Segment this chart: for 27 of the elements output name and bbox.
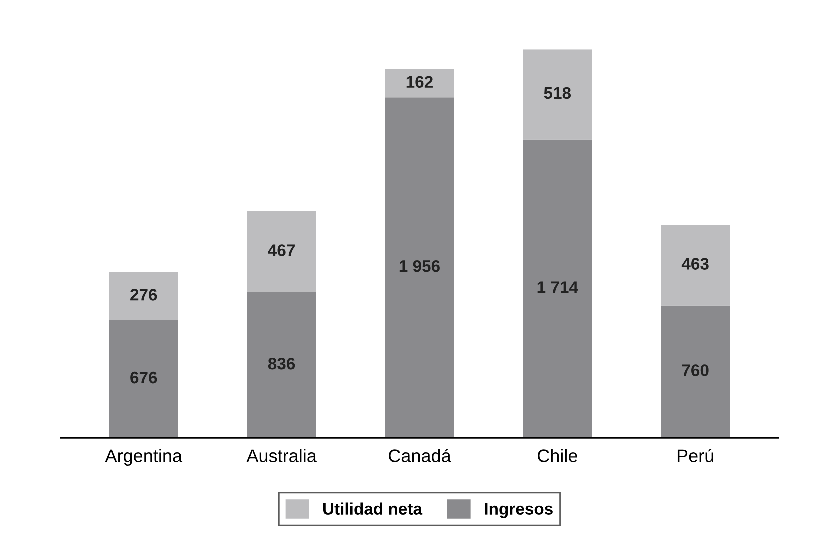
data-label: 518 [544, 87, 572, 100]
x-tick-label: Australia [246, 449, 317, 462]
x-tick-label: Argentina [105, 449, 183, 466]
bar [661, 225, 730, 306]
data-label: 1 714 [538, 282, 578, 294]
bar [523, 50, 592, 140]
data-label: 836 [268, 358, 296, 370]
bar [247, 211, 316, 293]
x-tick-label: Chile [538, 449, 578, 462]
bar [247, 292, 316, 438]
data-label: 1 956 [400, 260, 440, 272]
bar [385, 98, 454, 438]
data-label: 276 [130, 289, 158, 301]
data-label: 676 [130, 372, 158, 384]
data-label: 467 [268, 244, 295, 256]
bar [661, 306, 730, 438]
bar [385, 69, 454, 98]
legend-label: Ingresos [485, 503, 553, 518]
legend-label: Utilidad neta [323, 502, 423, 515]
data-label: 760 [682, 364, 709, 376]
bar [109, 320, 178, 438]
data-label: 463 [682, 258, 709, 270]
bar [523, 140, 592, 438]
x-tick-label: Canadá [389, 448, 452, 462]
x-tick-label: Perú [678, 448, 714, 462]
data-label: 162 [406, 76, 433, 88]
bar [109, 272, 178, 320]
